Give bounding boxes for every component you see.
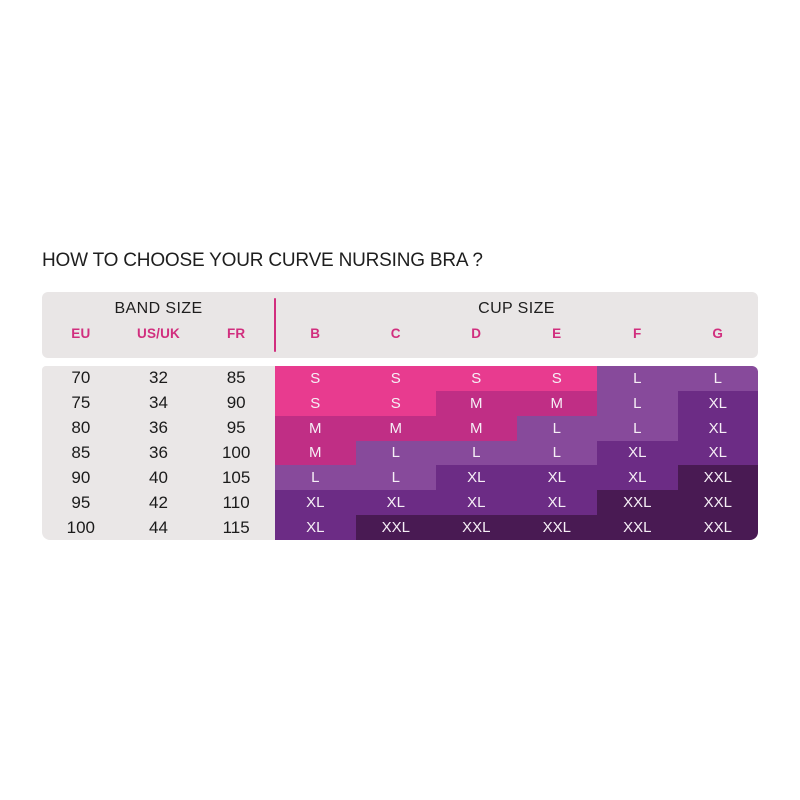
band-size-value: 115: [222, 517, 250, 537]
cup-size-cell: S: [355, 390, 436, 416]
cup-size-cell: XXL: [355, 515, 436, 540]
cup-size-cell: XXL: [597, 490, 678, 516]
band-size-value: 36: [149, 418, 168, 438]
band-size-value: 110: [222, 492, 250, 512]
cup-size-cell: XXL: [677, 515, 758, 540]
cup-size-cell: M: [516, 390, 597, 416]
band-column-labels: EU US/UK FR: [42, 326, 275, 341]
cup-size-cell: XL: [355, 490, 436, 516]
band-column-label: EU: [71, 326, 91, 341]
band-size-value: 95: [226, 418, 246, 438]
cup-size-cell: M: [436, 415, 517, 441]
band-size-value: 44: [149, 517, 168, 537]
cup-size-cell: S: [275, 390, 356, 416]
band-size-header-group: BAND SIZE EU US/UK FR: [42, 292, 275, 358]
band-size-value: 100: [66, 517, 96, 537]
cup-size-cell: M: [355, 415, 436, 441]
cup-size-cell: S: [355, 366, 436, 391]
cup-size-cell: L: [516, 415, 597, 441]
band-size-value: 105: [221, 467, 251, 487]
cup-column-labels: B C D E F G: [275, 326, 758, 341]
cup-column-label: G: [712, 326, 724, 341]
band-size-value: 95: [71, 492, 91, 512]
band-size-panel: 70 32 85 75 34 90 80 36 95 85 36 100 90 40 105 95 42 110 1…: [42, 366, 275, 540]
cup-size-cell: XL: [436, 490, 517, 516]
cup-size-cell: XL: [677, 390, 758, 416]
band-size-value: 40: [149, 467, 168, 487]
cup-size-cell: XL: [275, 490, 356, 516]
cup-size-cell: XXL: [436, 515, 517, 540]
cup-column-label: C: [390, 326, 401, 341]
cup-size-cell: L: [597, 366, 678, 391]
cup-size-cell: S: [516, 366, 597, 391]
cup-size-cell: L: [516, 440, 597, 466]
cup-column-label: F: [633, 326, 642, 341]
cup-size-cell: L: [436, 440, 517, 466]
band-size-value: 85: [71, 442, 91, 462]
cup-size-cell: M: [436, 390, 517, 416]
cup-size-cell: XXL: [597, 515, 678, 540]
band-size-value: 85: [226, 368, 246, 388]
cup-size-heading: CUP SIZE: [478, 300, 555, 317]
cup-size-cell: XL: [677, 415, 758, 441]
band-column-label: FR: [226, 326, 246, 341]
band-size-value: 70: [71, 368, 91, 388]
band-size-value: 100: [221, 442, 251, 462]
cup-size-cell: XL: [516, 490, 597, 516]
band-size-value: 75: [71, 393, 91, 413]
cup-size-cell: L: [597, 390, 678, 416]
band-column-label: US/UK: [137, 326, 181, 341]
band-size-value: 90: [226, 393, 246, 413]
page-title: HOW TO CHOOSE YOUR CURVE NURSING BRA ?: [42, 250, 483, 271]
cup-size-cell: L: [597, 415, 678, 441]
cup-size-cell: XL: [275, 515, 356, 540]
cup-size-cell: XL: [597, 440, 678, 466]
cup-size-cell: XL: [677, 440, 758, 466]
band-size-value: 80: [71, 418, 91, 438]
cup-size-cell: XXL: [677, 490, 758, 516]
header-divider-line: [274, 298, 276, 352]
cup-size-header-group: CUP SIZE B C D E F G: [275, 292, 758, 358]
cup-size-cell: L: [275, 465, 356, 491]
cup-size-cell: M: [275, 440, 356, 466]
cup-size-cell: XL: [436, 465, 517, 491]
cup-size-cell: XXL: [516, 515, 597, 540]
band-size-heading: BAND SIZE: [114, 300, 203, 317]
table-header: BAND SIZE EU US/UK FR CUP SIZE B C D E F G: [42, 292, 758, 358]
cup-size-cell: L: [355, 440, 436, 466]
cup-size-grid: S S S S L L S S M M L XL M M M L L XL M L L L XL XL L L XL XL XL XXL X…: [275, 366, 758, 540]
band-size-value: 90: [71, 467, 91, 487]
size-table-body: 70 32 85 75 34 90 80 36 95 85 36 100 90 40 105 95 42 110 1…: [42, 366, 758, 540]
cup-size-cell: S: [436, 366, 517, 391]
cup-size-cell: S: [275, 366, 356, 391]
cup-size-cell: XL: [597, 465, 678, 491]
cup-size-cell: XXL: [677, 465, 758, 491]
cup-size-cell: L: [355, 465, 436, 491]
cup-column-label: D: [471, 326, 482, 341]
band-size-value: 32: [149, 368, 168, 388]
cup-size-cell: L: [677, 366, 758, 391]
band-size-value: 36: [149, 442, 168, 462]
band-size-value: 42: [149, 492, 168, 512]
cup-column-label: B: [310, 326, 321, 341]
cup-column-label: E: [552, 326, 562, 341]
cup-size-cell: XL: [516, 465, 597, 491]
cup-size-cell: M: [275, 415, 356, 441]
band-size-value: 34: [149, 393, 168, 413]
